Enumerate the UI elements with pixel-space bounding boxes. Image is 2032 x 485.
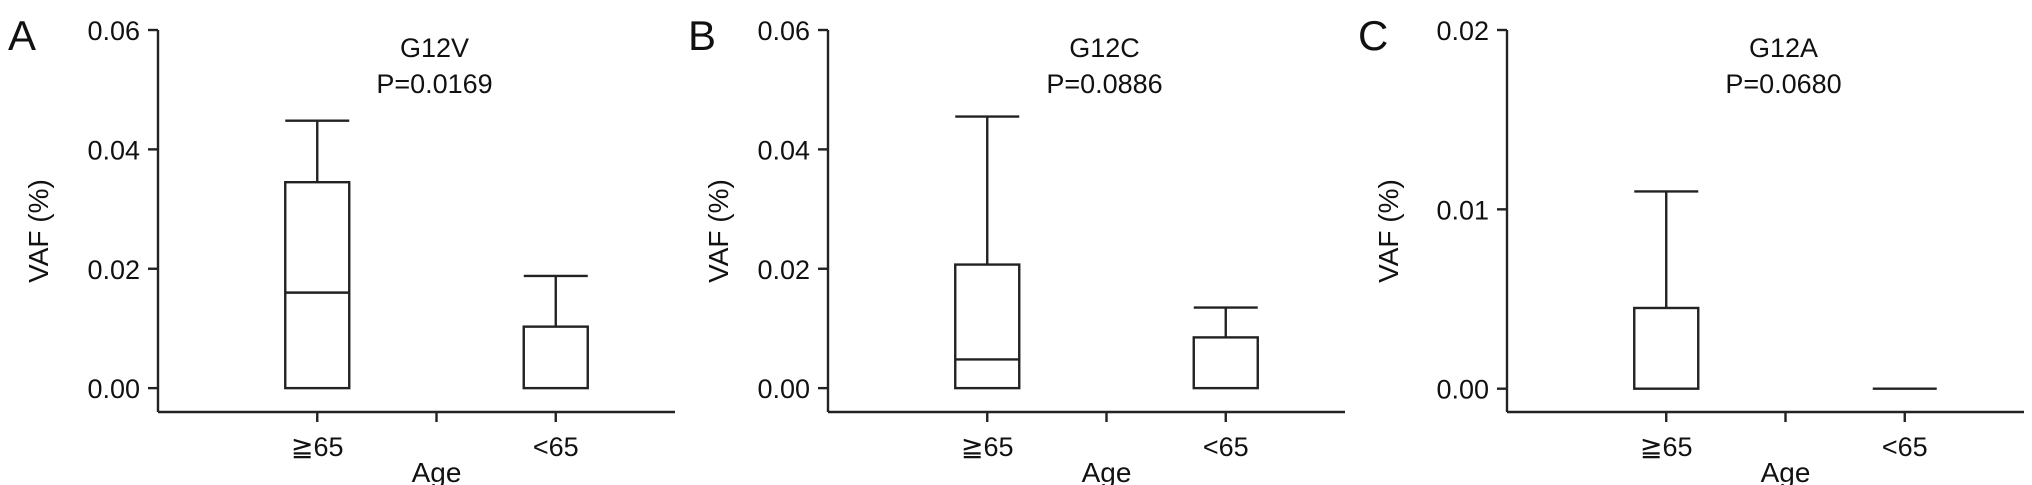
x-tick-label: <65 <box>533 432 579 462</box>
panel-c: 0.00 0.01 0.02 ≧65 <65 Age VAF (%) C G12A P=0.068… <box>1350 0 2032 485</box>
chart-c: 0.00 0.01 0.02 ≧65 <65 Age VAF (%) C G12A P=0.068… <box>1358 12 2024 485</box>
box-body <box>284 181 351 390</box>
chart-b: 0.00 0.02 0.04 0.06 ≧65 <65 Age VAF (%) B G12C P=0… <box>688 12 1345 485</box>
y-tick-label: 0.02 <box>1436 16 1489 46</box>
y-tick-label: 0.02 <box>757 255 810 285</box>
y-tick-label: 0.04 <box>87 135 140 165</box>
y-tick-label: 0.04 <box>757 135 810 165</box>
box-body <box>1633 306 1700 390</box>
box-body <box>1192 336 1259 390</box>
panel-label: C <box>1358 12 1388 59</box>
y-tick-label: 0.01 <box>1436 195 1489 225</box>
x-axis-label: Age <box>1082 457 1132 485</box>
panel-b: 0.00 0.02 0.04 0.06 ≧65 <65 Age VAF (%) B G12C P=0… <box>680 0 1350 485</box>
y-tick-label: 0.00 <box>87 374 140 404</box>
chart-a: 0.00 0.02 0.04 0.06 ≧65 <65 Age VAF (%) A G12V P=0… <box>8 12 675 485</box>
panel-a: 0.00 0.02 0.04 0.06 ≧65 <65 Age VAF (%) A G12V P=0… <box>0 0 680 485</box>
panel-label: A <box>8 12 36 59</box>
box-body <box>954 263 1021 390</box>
chart-subtitle: P=0.0680 <box>1725 69 1841 99</box>
y-tick-label: 0.00 <box>757 374 810 404</box>
y-tick-label: 0.02 <box>87 255 140 285</box>
y-axis-label: VAF (%) <box>1373 179 1404 283</box>
x-tick-label: ≧65 <box>961 432 1014 462</box>
x-tick-label: ≧65 <box>1640 432 1693 462</box>
chart-title: G12C <box>1069 33 1140 63</box>
y-tick-label: 0.06 <box>757 16 810 46</box>
chart-title: G12A <box>1749 33 1818 63</box>
x-axis-label: Age <box>412 457 462 485</box>
y-tick-label: 0.06 <box>87 16 140 46</box>
chart-subtitle: P=0.0169 <box>376 69 492 99</box>
y-tick-label: 0.00 <box>1436 375 1489 405</box>
chart-subtitle: P=0.0886 <box>1046 69 1162 99</box>
y-axis-label: VAF (%) <box>703 179 734 283</box>
x-axis-label: Age <box>1761 457 1811 485</box>
x-tick-label: ≧65 <box>291 432 344 462</box>
y-axis-label: VAF (%) <box>23 179 54 283</box>
box-body <box>522 325 589 390</box>
x-tick-label: <65 <box>1882 432 1928 462</box>
x-tick-label: <65 <box>1203 432 1249 462</box>
chart-title: G12V <box>400 33 469 63</box>
panel-label: B <box>688 12 716 59</box>
